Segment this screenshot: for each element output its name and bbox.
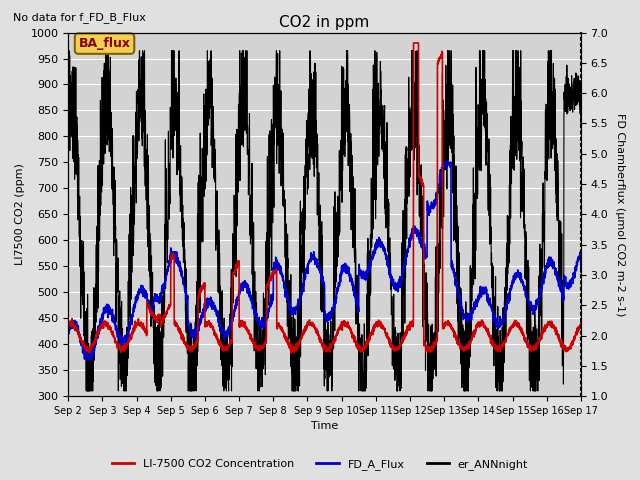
- Legend: LI-7500 CO2 Concentration, FD_A_Flux, er_ANNnight: LI-7500 CO2 Concentration, FD_A_Flux, er…: [108, 455, 532, 474]
- Title: CO2 in ppm: CO2 in ppm: [280, 15, 370, 30]
- X-axis label: Time: Time: [311, 421, 338, 432]
- Y-axis label: LI7500 CO2 (ppm): LI7500 CO2 (ppm): [15, 163, 25, 265]
- Y-axis label: FD Chamberflux (μmol CO2 m-2 s-1): FD Chamberflux (μmol CO2 m-2 s-1): [615, 113, 625, 316]
- Text: No data for f_FD_B_Flux: No data for f_FD_B_Flux: [13, 12, 146, 23]
- Text: BA_flux: BA_flux: [79, 37, 131, 50]
